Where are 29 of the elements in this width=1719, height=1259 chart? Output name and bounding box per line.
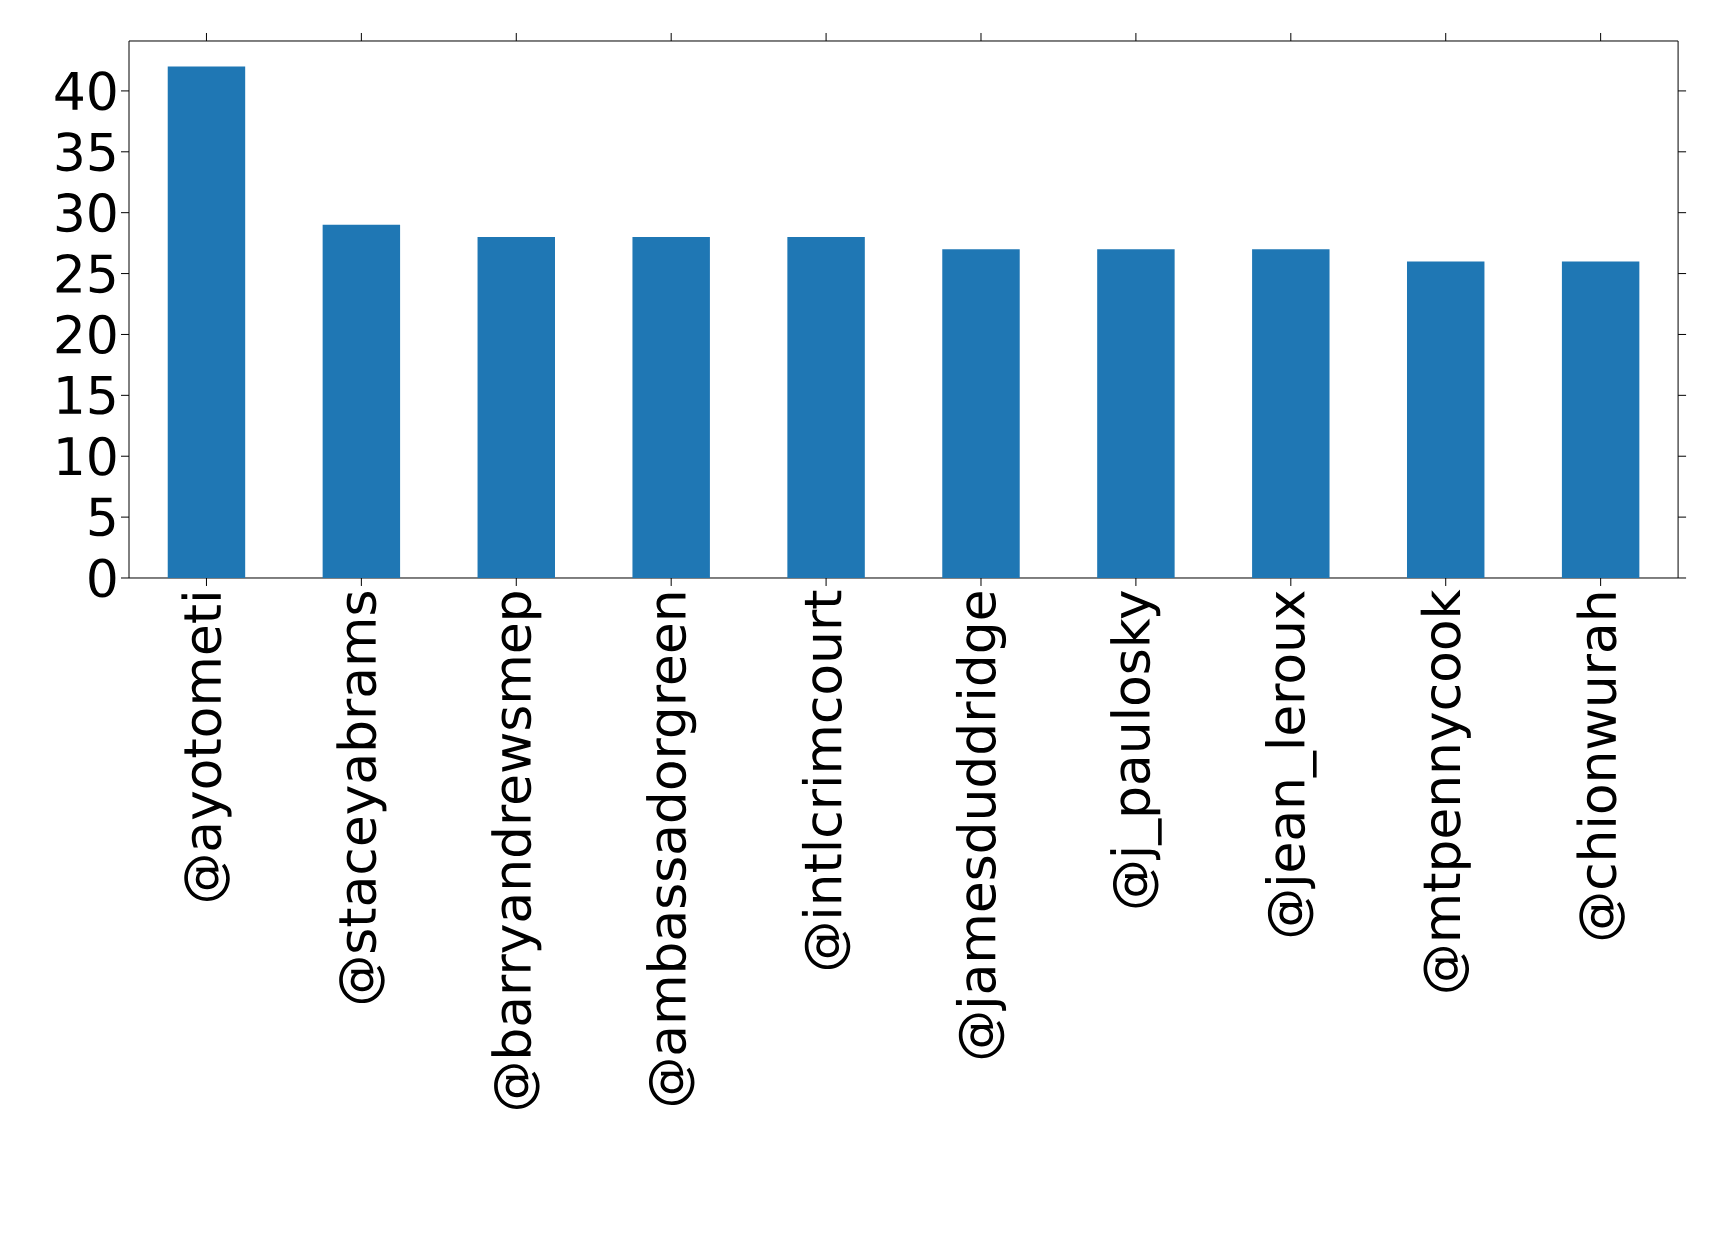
- y-tick-label: 15: [58, 376, 115, 415]
- bar: [477, 237, 555, 578]
- bar: [942, 249, 1020, 578]
- y-tick-label: 25: [56, 253, 115, 294]
- x-tick-label: @ayotometi: [181, 594, 232, 902]
- x-tick-label: @j_paulosky: [1110, 590, 1162, 908]
- bar: [1097, 249, 1175, 578]
- y-tick-label: 40: [55, 71, 116, 111]
- bar: [322, 224, 401, 578]
- y-tick-label: 10: [58, 436, 116, 476]
- bar: [1406, 261, 1485, 578]
- y-tick-label: 30: [56, 193, 116, 233]
- x-tick-label: @barryandrewsmep: [491, 592, 542, 1109]
- x-tick-label: @chionwurah: [1576, 593, 1625, 940]
- x-tick-label: @jamesduddridge: [955, 592, 1007, 1059]
- bar: [1561, 261, 1640, 578]
- bar: [787, 237, 865, 578]
- bar: [1252, 249, 1330, 578]
- y-tick-label: 20: [56, 314, 116, 355]
- x-tick-label: @staceyabrams: [336, 592, 387, 1004]
- y-tick-label: 35: [56, 132, 115, 172]
- y-tick-label: 0: [89, 558, 116, 598]
- x-tick-label: @ambassadorgreen: [646, 593, 697, 1106]
- x-tick-label: @jean_leroux: [1265, 591, 1317, 937]
- bar: [167, 66, 246, 578]
- bar: [632, 237, 710, 578]
- x-tick-label: @mtpennycook: [1420, 589, 1471, 992]
- y-tick-label: 5: [89, 497, 115, 537]
- x-tick-label: @intlcrimcourt: [801, 590, 851, 970]
